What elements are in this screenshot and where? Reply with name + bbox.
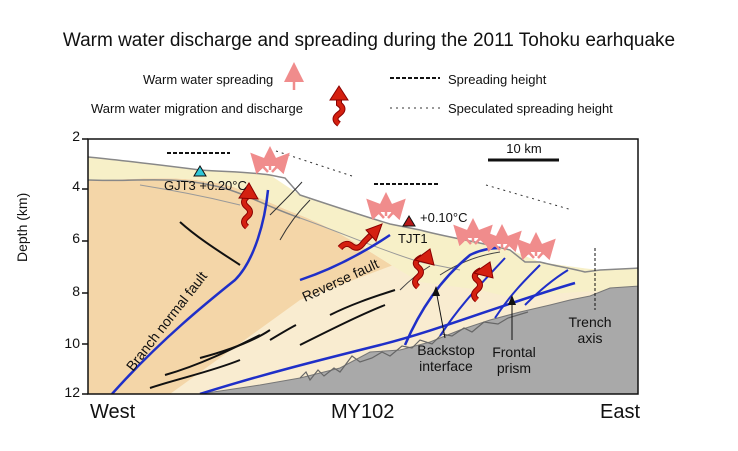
frontal-prism-label-2: prism xyxy=(497,360,531,376)
seafloor-line xyxy=(88,156,638,273)
legend-warm-water-spreading: Warm water spreading xyxy=(143,72,274,87)
migration-arrow xyxy=(337,223,383,251)
basement-top-horizon xyxy=(299,311,529,382)
horizon-line xyxy=(139,184,241,206)
backstop-label: Backstop xyxy=(417,342,475,358)
tjt1-temperature-label: +0.10°C xyxy=(420,210,467,225)
profile-label: MY102 xyxy=(331,401,395,423)
legend-red-wavy-arrow-icon xyxy=(329,85,349,127)
y-tick: 4 xyxy=(72,178,80,194)
thrust-line xyxy=(269,181,303,216)
y-tick: 6 xyxy=(72,230,80,246)
backstop-pointer-head xyxy=(432,286,440,296)
y-tick: 10 xyxy=(64,335,80,351)
thrust-line xyxy=(179,221,241,266)
y-axis-ticks xyxy=(82,138,88,395)
legend-warm-water-migration: Warm water migration and discharge xyxy=(91,101,303,116)
migration-arrow xyxy=(471,261,494,303)
frontal-fault xyxy=(494,264,541,319)
speculated-height-line xyxy=(485,184,573,211)
east-label: East xyxy=(600,401,641,423)
reverse-fault xyxy=(299,233,391,282)
scale-bar-label: 10 km xyxy=(506,141,541,156)
tjt1-marker-icon xyxy=(402,215,416,227)
gjt3-label: GJT3 +0.20°C xyxy=(164,178,247,193)
trench-axis-label-2: axis xyxy=(578,330,603,346)
trench-axis-label: Trench xyxy=(568,314,611,330)
legend-spreading-height: Spreading height xyxy=(448,72,547,87)
migration-arrow xyxy=(412,248,435,290)
thrust-line xyxy=(329,289,396,316)
y-tick: 2 xyxy=(72,128,80,144)
thrust-line xyxy=(439,251,501,276)
backstop-pointer xyxy=(435,289,446,339)
west-label: West xyxy=(90,401,136,423)
gjt3-marker-icon xyxy=(193,165,207,177)
thrust-line xyxy=(199,329,271,359)
frontal-fault xyxy=(439,257,506,337)
thrust-line xyxy=(279,199,311,241)
frontal-pointer-head xyxy=(508,295,516,305)
migration-arrow xyxy=(238,182,259,230)
backstop-label-2: interface xyxy=(419,358,473,374)
branch-normal-fault xyxy=(111,189,270,394)
spreading-arrows xyxy=(250,146,556,261)
plot-frame xyxy=(87,138,639,395)
frontal-prism-label: Frontal xyxy=(492,344,536,360)
diagram-title: Warm water discharge and spreading durin… xyxy=(62,30,676,51)
thrust-line xyxy=(299,304,386,346)
thrust-line xyxy=(269,324,297,341)
tjt1-label: TJT1 xyxy=(398,231,428,246)
y-tick: 8 xyxy=(72,283,80,299)
frontal-fault xyxy=(524,269,569,306)
thrust-line xyxy=(149,359,241,389)
legend-speculated-spreading-height: Speculated spreading height xyxy=(448,101,613,116)
y-tick: 12 xyxy=(64,384,80,400)
oceanic-basement xyxy=(199,285,638,394)
speculated-height-line xyxy=(275,150,353,177)
